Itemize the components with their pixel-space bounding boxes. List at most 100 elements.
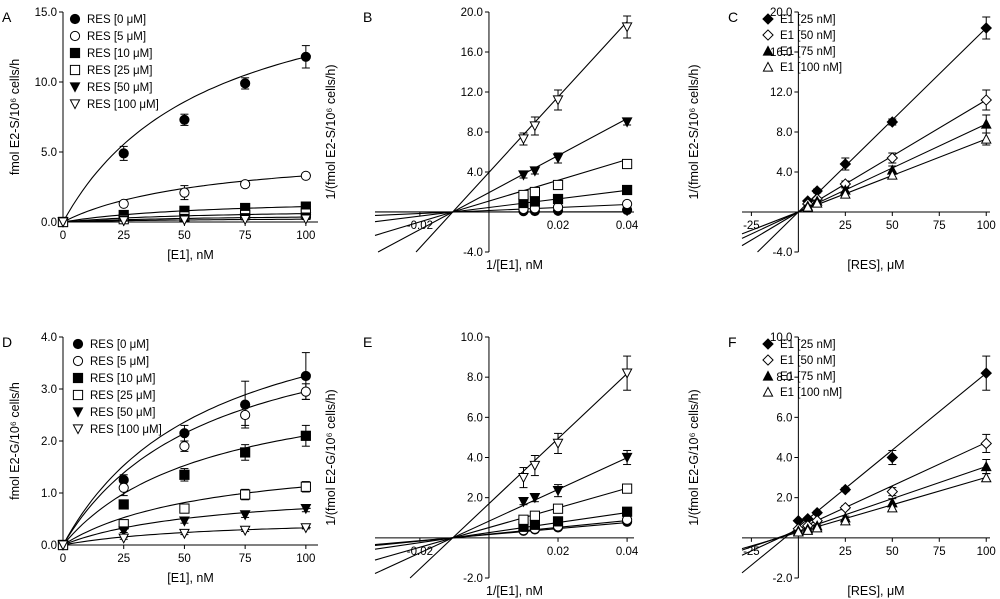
data-point bbox=[240, 78, 251, 89]
legend-label: RES [25 μM] bbox=[87, 65, 152, 77]
fit-line bbox=[741, 476, 987, 550]
data-point bbox=[179, 469, 190, 480]
data-point bbox=[300, 214, 312, 225]
fit-line bbox=[374, 520, 628, 547]
data-point bbox=[552, 438, 564, 450]
legend-label: RES [0 μM] bbox=[87, 14, 146, 26]
y-tick-label: 20.0 bbox=[770, 7, 792, 19]
x-tick-label: 0.02 bbox=[547, 546, 569, 558]
data-point bbox=[529, 121, 541, 132]
y-tick-label: 8.0 bbox=[776, 127, 792, 139]
data-point bbox=[179, 114, 190, 125]
legend-label: RES [10 μM] bbox=[90, 373, 155, 385]
data-point bbox=[886, 116, 899, 128]
data-point bbox=[839, 501, 852, 514]
data-point bbox=[811, 197, 823, 208]
data-point bbox=[179, 528, 190, 540]
legend-marker bbox=[762, 29, 774, 41]
data-point bbox=[518, 472, 529, 484]
y-axis-label: 1/(fmol E2-G/10⁶ cells/h) bbox=[324, 389, 338, 525]
y-tick-label: 8.0 bbox=[467, 372, 483, 384]
data-point bbox=[980, 94, 993, 106]
legend-label: E1 [50 nM] bbox=[780, 30, 836, 42]
data-point bbox=[839, 158, 852, 170]
legend-label: RES [10 μM] bbox=[87, 48, 152, 60]
data-point bbox=[621, 198, 633, 210]
y-tick-label: 4.0 bbox=[776, 167, 792, 179]
data-point bbox=[529, 186, 540, 198]
panel-b: B -0.02 0.02 0.04 -4.0 4.0 8.0 12.0 16.0 20.0 1/[E… bbox=[324, 7, 639, 272]
panel-label: B bbox=[363, 9, 372, 25]
legend-marker bbox=[69, 64, 81, 76]
y-axis-label: 1/(fmol E2-S/10⁶ cells/h) bbox=[687, 64, 701, 199]
y-tick-label: -2.0 bbox=[463, 573, 483, 585]
x-tick-label: 0.04 bbox=[616, 546, 639, 558]
data-point bbox=[886, 485, 899, 498]
fit-curve bbox=[62, 374, 311, 546]
legend-marker bbox=[762, 386, 774, 397]
y-tick-label: 16.0 bbox=[461, 47, 483, 59]
fit-curve bbox=[62, 434, 311, 546]
panel-label: A bbox=[2, 9, 12, 25]
panel-a: A 0 25 50 75 100 0.0 5.0 10.0 15.0 [E1], nM fmol E2… bbox=[2, 7, 318, 262]
legend-label: RES [100 μM] bbox=[87, 99, 159, 111]
data-point bbox=[529, 510, 540, 521]
data-point bbox=[529, 460, 541, 472]
data-point bbox=[552, 179, 564, 191]
panel-f: F-25 25 50 75 100-2.02.04.06.08.010.0[RES], … bbox=[687, 332, 996, 598]
fit-line bbox=[374, 189, 628, 223]
panel-c: C-25 25 50 75 100-4.04.08.012.016.020.0[RES]… bbox=[687, 7, 996, 272]
legend-marker bbox=[72, 407, 84, 418]
data-point bbox=[980, 460, 992, 472]
data-point bbox=[300, 386, 311, 397]
panel-label: C bbox=[728, 9, 738, 25]
data-point bbox=[518, 189, 529, 201]
fit-line bbox=[741, 372, 987, 574]
legend-label: E1 [100 nM] bbox=[780, 62, 842, 74]
legend-label: E1 [75 nM] bbox=[780, 371, 836, 383]
legend-label: RES [100 μM] bbox=[90, 424, 162, 436]
x-tick-label: 50 bbox=[886, 546, 899, 558]
legend-label: E1 [25 nM] bbox=[780, 14, 836, 26]
panel-label: E bbox=[363, 334, 372, 350]
y-tick-label: 10.0 bbox=[461, 332, 483, 344]
x-axis-label: [E1], nM bbox=[167, 248, 214, 262]
legend-marker bbox=[69, 13, 81, 25]
data-point bbox=[529, 196, 540, 207]
y-axis-label: fmol E2-S/10⁶ cells/h bbox=[8, 59, 22, 175]
data-point bbox=[518, 514, 529, 525]
x-tick-label: 0.02 bbox=[547, 220, 569, 232]
legend-label: RES [0 μM] bbox=[90, 339, 149, 351]
y-tick-label: 15.0 bbox=[35, 7, 57, 19]
x-axis-label: [E1], nM bbox=[167, 571, 214, 585]
x-tick-label: 75 bbox=[933, 546, 946, 558]
data-point bbox=[980, 437, 993, 450]
data-point bbox=[621, 22, 633, 33]
legend-marker bbox=[762, 45, 774, 56]
x-tick-label: 75 bbox=[933, 220, 946, 232]
x-axis-label: [RES], μM bbox=[847, 584, 904, 598]
data-point bbox=[839, 188, 851, 199]
x-tick-label: 0 bbox=[60, 230, 66, 242]
data-point bbox=[118, 526, 130, 537]
fit-line bbox=[374, 203, 628, 216]
data-point bbox=[552, 516, 564, 527]
data-point bbox=[239, 510, 251, 521]
data-point bbox=[529, 166, 541, 177]
data-point bbox=[57, 217, 69, 228]
x-tick-label: 50 bbox=[178, 230, 191, 242]
data-point bbox=[118, 148, 129, 159]
data-point bbox=[621, 117, 633, 128]
y-tick-label: 2.0 bbox=[467, 493, 483, 505]
data-point bbox=[300, 170, 311, 181]
y-tick-label: -2.0 bbox=[773, 573, 793, 585]
data-point bbox=[239, 525, 251, 537]
data-point bbox=[300, 51, 311, 62]
fit-line bbox=[741, 138, 987, 235]
x-tick-label: 0 bbox=[60, 553, 66, 565]
data-point bbox=[839, 483, 852, 496]
y-tick-label: 3.0 bbox=[41, 384, 57, 396]
data-point bbox=[980, 118, 992, 129]
data-point bbox=[240, 489, 251, 500]
data-point bbox=[552, 95, 564, 106]
